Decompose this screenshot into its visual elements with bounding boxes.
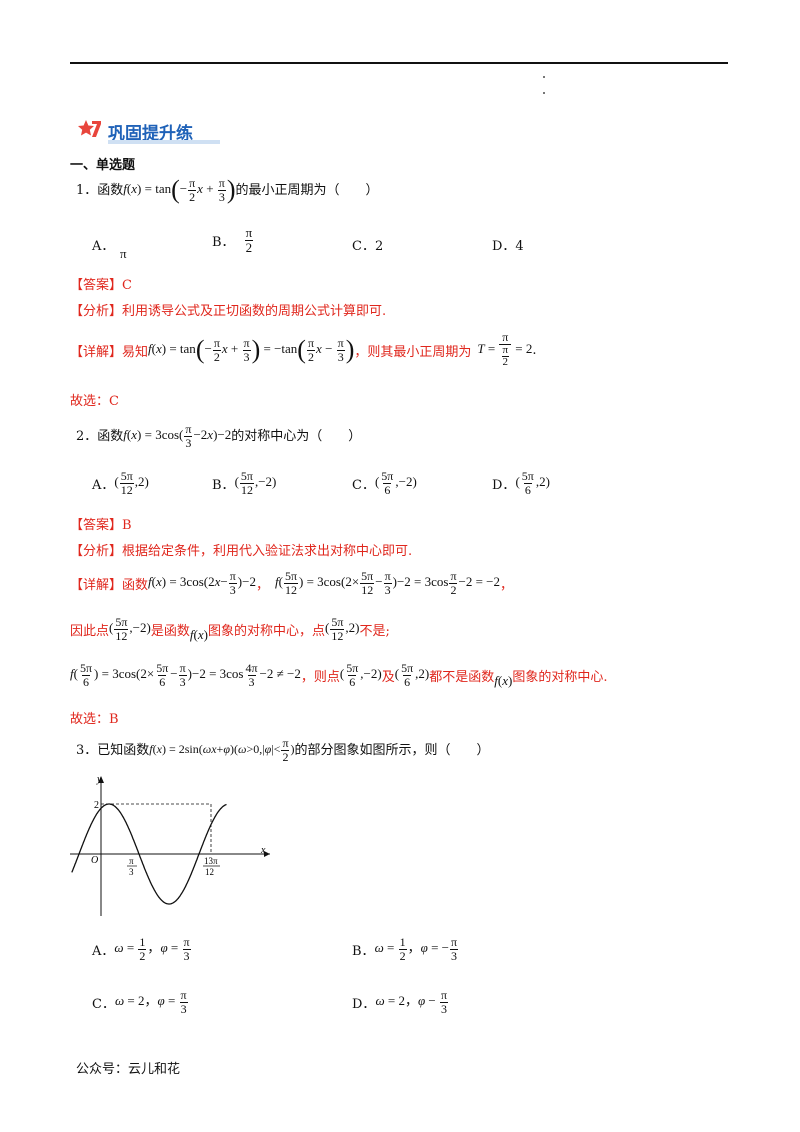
option-c: C．2 [352,239,384,254]
option-c: C．(5π 6 ,−2) [352,468,417,497]
option-a: A． [92,239,115,254]
header-rule [70,62,728,64]
max-label: 2 [94,800,99,811]
tick-1-den: 3 [129,867,134,877]
section-title: 巩固提升练 [108,124,193,144]
answer-1: 【答案】C [70,278,132,293]
formula: f(x) = 3cos(π 3 −2x)−2 [123,421,232,450]
option-b: B．(5π 12 ,−2) [212,468,277,497]
conclusion-2: 故选：B [70,712,119,727]
analysis-2: 【分析】根据给定条件，利用代入验证法求出对称中心即可. [70,544,413,559]
detail-2-line1: 【详解】函数 f(x) = 3cos(2x− π 3)−2 ， f(5π 12) = … [70,568,514,597]
question-2: 2． 函数 f(x) = 3cos(π 3 −2x)−2 的对称中心为（ ） [76,421,362,450]
tick-1-num: π [129,856,134,866]
conclusion-1: 故选：C [70,394,119,409]
origin-label: O [91,855,98,866]
option-d: D．(5π 6,2) [492,468,550,497]
x-axis-label: x [260,845,266,856]
detail-2-line2: 因此点 (5π 12 ,−2) 是函数 f(x) 图象的对称中心，点 (5π 12,2… [70,614,390,643]
option-d: D．4 [492,239,524,254]
option-a: A．(5π 12,2) [92,468,149,497]
page-mark [543,76,545,78]
answer-2: 【答案】B [70,518,132,533]
section-heading: 一、单选题 [70,158,136,173]
tick-2-den: 12 [205,867,214,877]
question-number: 1． [76,182,98,198]
option-b: B． ω = 1 2 ，φ = − π 3 [352,934,459,963]
function-graph: y x O 2 π 3 13π 12 [70,770,280,924]
detail-1: 【详解】易知 f(x) = tan(− π 2 x + π 3) = −tan(π 2 x … [70,330,537,369]
analysis-1: 【分析】利用诱导公式及正切函数的周期公式计算即可. [70,304,387,319]
tick-2-num: 13π [204,856,218,866]
page-mark [543,92,545,94]
formula: f(x) = 2sin(ωx+φ)(ω>0,|φ|< π 2) [149,735,295,764]
title-underline [108,140,220,144]
question-1: 1． 函数 f(x) = tan(− π 2 x + π 3) 的最小正周期为（ ） [76,170,379,210]
question-tail: 的最小正周期为（ ） [235,182,379,198]
detail-2-line3: f(5π 6) = 3cos(2× 5π 6− π 3)−2 = 3cos 4π 3 −2 ≠ … [70,660,608,689]
y-axis-label: y [96,774,102,785]
question-3: 3． 已知函数 f(x) = 2sin(ωx+φ)(ω>0,|φ|< π 2) 的部分… [76,735,490,764]
star-badge-icon [77,119,103,143]
option-b: B． π 2 [212,224,254,255]
option-a-value: π [120,246,127,261]
question-lead: 函数 [97,182,124,198]
formula: f(x) = tan(− π 2 x + π 3) [123,175,236,204]
footer-text: 公众号：云儿和花 [76,1062,181,1077]
